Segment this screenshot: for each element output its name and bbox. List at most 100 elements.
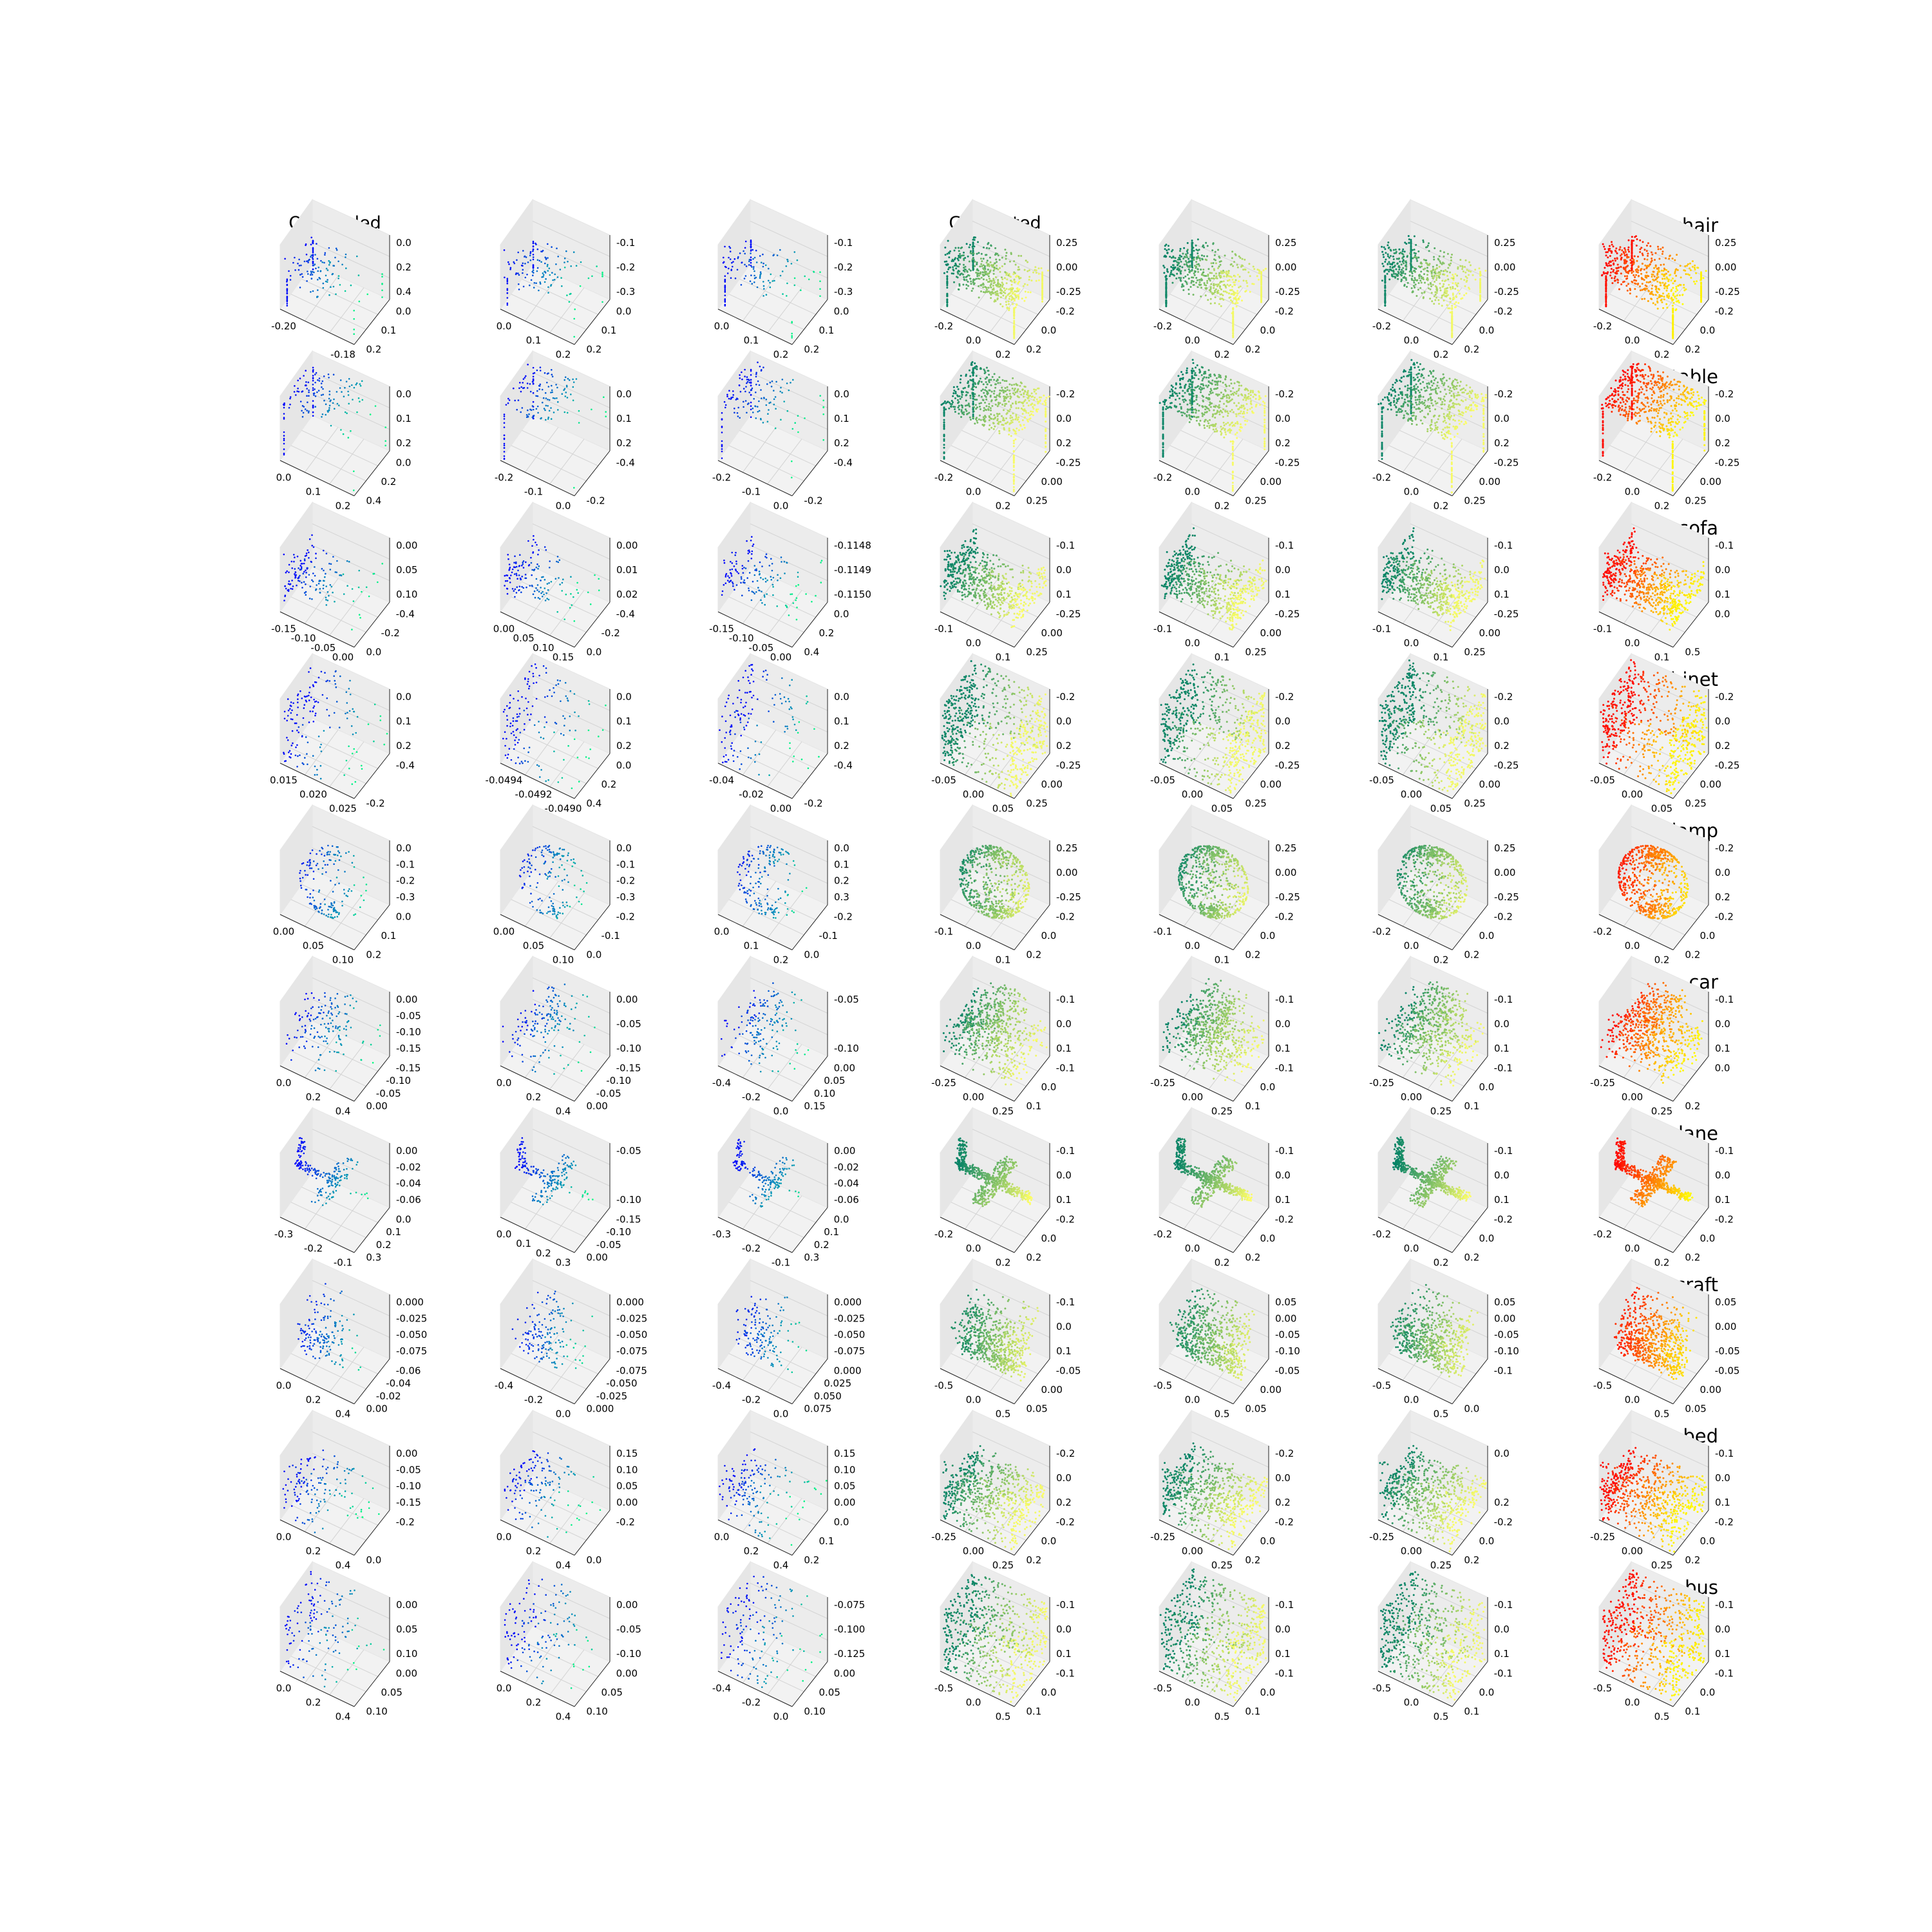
point [1411, 275, 1414, 278]
point [573, 317, 575, 320]
point [978, 414, 981, 417]
point [1204, 258, 1207, 261]
point [992, 418, 995, 421]
y-tick-label: -0.2 [804, 495, 822, 506]
point [1005, 380, 1008, 383]
panel-chair-1: -0.20-0.180.00.10.20.00.20.4 [271, 198, 412, 361]
point [1232, 336, 1235, 339]
x-tick-label: 0.2 [1434, 349, 1449, 361]
point [366, 293, 368, 296]
point [1224, 378, 1227, 381]
point [974, 422, 976, 425]
point [1479, 289, 1481, 291]
point [551, 391, 553, 393]
point [1639, 239, 1642, 242]
point [989, 284, 992, 287]
point [1390, 255, 1392, 257]
point [994, 386, 997, 389]
point [958, 408, 960, 411]
point [1216, 285, 1218, 287]
point [506, 304, 509, 306]
point [1410, 287, 1413, 289]
point [1000, 276, 1003, 279]
point [1400, 280, 1403, 283]
point [991, 265, 993, 267]
point [994, 383, 996, 386]
point [946, 252, 949, 255]
point [338, 404, 340, 406]
point [1259, 404, 1262, 406]
point [969, 405, 971, 408]
point [997, 268, 999, 270]
point [1209, 289, 1211, 291]
point [943, 400, 946, 402]
point [1427, 283, 1430, 286]
point [1215, 422, 1217, 425]
point [986, 393, 989, 395]
point [1232, 321, 1235, 324]
point [328, 294, 330, 296]
point [1018, 266, 1020, 269]
point [320, 260, 322, 262]
point [328, 264, 330, 266]
point [1181, 284, 1184, 286]
point [991, 375, 994, 378]
point [1625, 260, 1628, 263]
point [1178, 392, 1180, 395]
point [591, 408, 592, 411]
point [522, 272, 524, 274]
point [1668, 258, 1671, 260]
point [1226, 291, 1228, 294]
point [997, 254, 999, 257]
point [1665, 269, 1668, 271]
point [1610, 264, 1612, 267]
point [384, 426, 386, 428]
point [1030, 279, 1033, 282]
point [971, 290, 973, 292]
point [328, 260, 330, 262]
point [737, 415, 739, 417]
point [1166, 270, 1168, 272]
point [1264, 444, 1266, 447]
y-tick-label: 0.0 [1260, 325, 1276, 336]
point [1231, 408, 1233, 411]
point [1246, 412, 1248, 414]
point [1204, 408, 1207, 411]
point [1226, 399, 1228, 402]
point [1413, 281, 1416, 284]
point [339, 284, 341, 286]
z-tick-label: -0.1 [616, 237, 635, 249]
point [1632, 270, 1634, 273]
point [1191, 263, 1193, 266]
point [1686, 265, 1688, 267]
point [1236, 294, 1238, 297]
point [1246, 285, 1249, 287]
point [990, 286, 992, 289]
point [1663, 287, 1666, 290]
point [959, 255, 961, 258]
point [520, 386, 522, 388]
point [1245, 290, 1247, 292]
point [1001, 403, 1004, 406]
point [1162, 408, 1164, 411]
point [983, 274, 986, 276]
point [1222, 408, 1224, 411]
point [994, 247, 997, 249]
point [1633, 274, 1635, 276]
point [283, 448, 285, 450]
point [1231, 440, 1234, 443]
point [1224, 410, 1227, 413]
point [792, 379, 794, 381]
point [1179, 383, 1181, 385]
y-tick-label: -0.2 [1494, 306, 1513, 317]
point [981, 399, 984, 401]
point [1434, 247, 1436, 249]
point [1634, 269, 1637, 271]
point [1613, 269, 1615, 271]
point [958, 401, 960, 403]
point [1236, 292, 1239, 294]
point [1651, 260, 1653, 262]
point [976, 273, 979, 276]
point [1041, 298, 1043, 300]
point [1171, 390, 1174, 393]
